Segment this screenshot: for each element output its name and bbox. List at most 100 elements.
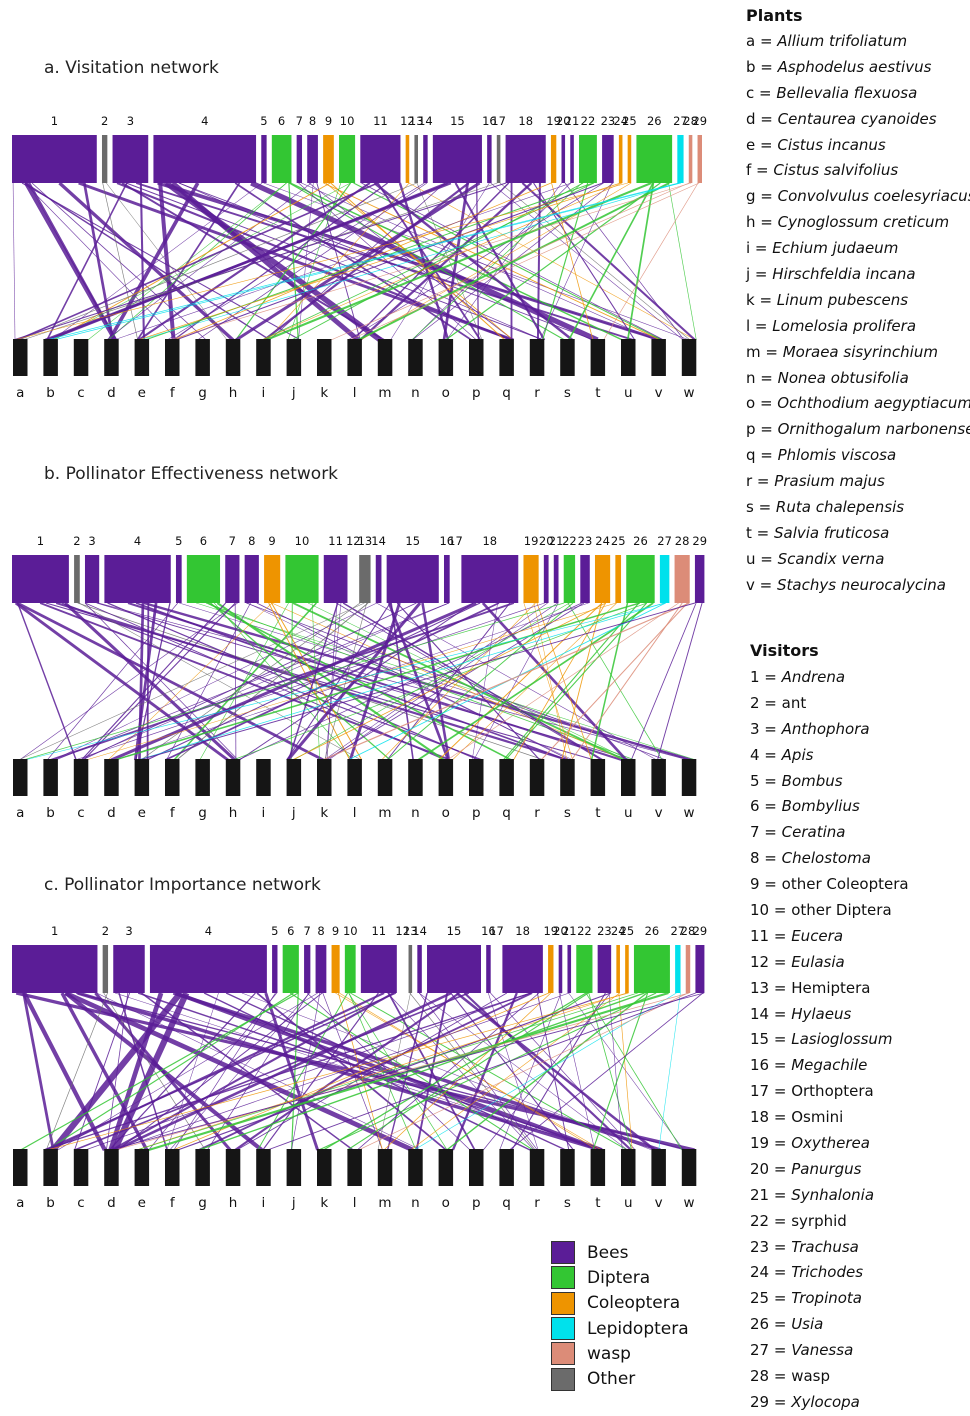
visitor-box (634, 945, 670, 993)
plant-label: s (564, 385, 571, 401)
name: Ceratina (777, 823, 846, 841)
interaction-link (235, 603, 236, 760)
code: 11 = (750, 927, 786, 945)
visitor-box (361, 945, 397, 993)
plant-bar (682, 339, 697, 376)
plant-label: t (595, 1195, 600, 1211)
plant-bar (195, 339, 210, 376)
plant-bar (469, 1149, 484, 1186)
code: m = (746, 343, 778, 361)
visitor-label: 13 (358, 534, 373, 548)
visitor-box (554, 555, 559, 603)
plant-bar (317, 339, 332, 376)
visitors-item: 10 = other Diptera (750, 898, 909, 924)
visitor-label: 26 (633, 534, 648, 548)
visitor-label: 11 (328, 534, 343, 548)
name: Ochthodium aegyptiacum (773, 394, 970, 412)
visitor-label: 5 (271, 924, 278, 938)
plant-label: v (655, 385, 663, 401)
plant-bar (165, 759, 180, 796)
code: 8 = (750, 849, 777, 867)
visitor-box (12, 135, 97, 183)
visitors-item: 8 = Chelostoma (750, 846, 909, 872)
visitors-item: 17 = Orthoptera (750, 1079, 909, 1105)
visitor-label: 14 (418, 114, 433, 128)
plant-bar (256, 1149, 271, 1186)
plant-bar (439, 339, 454, 376)
name: Panurgus (786, 1160, 861, 1178)
legend-item: Coleoptera (551, 1291, 689, 1316)
visitor-label: 1 (51, 114, 58, 128)
name: Echium judaeum (768, 239, 899, 257)
interaction-link (148, 603, 149, 760)
name: Lomelosia prolifera (768, 317, 917, 335)
plant-label: h (229, 385, 238, 401)
plant-bar (287, 759, 302, 796)
plant-label: k (320, 805, 328, 821)
name: Xylocopa (786, 1393, 859, 1411)
plant-label: r (534, 1195, 540, 1211)
plant-bar (408, 339, 423, 376)
code: j = (746, 265, 768, 283)
visitor-box (283, 945, 299, 993)
name: Osmini (786, 1108, 843, 1126)
visitor-box (376, 555, 382, 603)
plant-bar (195, 759, 210, 796)
visitor-box (675, 555, 690, 603)
plant-label: f (170, 1195, 176, 1211)
plant-label: a (16, 1195, 24, 1211)
name: Oxytherea (786, 1134, 870, 1152)
plant-bar (226, 1149, 241, 1186)
plant-bar (13, 339, 28, 376)
visitor-label: 27 (657, 534, 672, 548)
plant-label: v (655, 1195, 663, 1211)
interaction-link (109, 993, 704, 1150)
plant-bar (621, 1149, 636, 1186)
code: 6 = (750, 797, 777, 815)
visitor-label: 17 (491, 114, 506, 128)
plants-item: a = Allium trifoliatum (746, 29, 970, 55)
plant-label: u (624, 385, 633, 401)
visitor-box (487, 135, 491, 183)
plant-bar (408, 1149, 423, 1186)
visitor-label: 28 (675, 534, 690, 548)
code: k = (746, 291, 772, 309)
interaction-link (659, 993, 681, 1150)
visitor-box (324, 555, 348, 603)
code: 27 = (750, 1341, 786, 1359)
plants-item: b = Asphodelus aestivus (746, 55, 970, 81)
legend-label: Bees (587, 1243, 628, 1263)
name: Salvia fruticosa (769, 524, 889, 542)
name: Hemiptera (786, 979, 870, 997)
interaction-link (291, 993, 319, 1150)
code: 7 = (750, 823, 777, 841)
visitor-box (332, 945, 340, 993)
visitor-label: 25 (622, 114, 637, 128)
plant-bar (591, 759, 606, 796)
name: Cynoglossum creticum (773, 213, 949, 231)
visitor-box (339, 135, 355, 183)
visitors-item: 26 = Usia (750, 1312, 909, 1338)
visitors-item: 16 = Megachile (750, 1053, 909, 1079)
visitors-item: 4 = Apis (750, 743, 909, 769)
plant-label: p (472, 385, 481, 401)
code: 5 = (750, 772, 777, 790)
name: Usia (786, 1315, 823, 1333)
plants-item: o = Ochthodium aegyptiacum (746, 391, 970, 417)
visitor-box (595, 555, 610, 603)
plant-label: p (472, 1195, 481, 1211)
visitor-label: 18 (518, 114, 533, 128)
visitor-label: 22 (577, 924, 592, 938)
visitors-item: 2 = ant (750, 691, 909, 717)
interaction-link (84, 603, 236, 760)
name: Chelostoma (777, 849, 871, 867)
visitor-label: 8 (309, 114, 316, 128)
visitor-label: 9 (325, 114, 332, 128)
plant-label: n (411, 385, 420, 401)
legend-label: Lepidoptera (587, 1319, 689, 1339)
visitors-item: 19 = Oxytherea (750, 1131, 909, 1157)
visitor-label: 17 (448, 534, 463, 548)
visitor-box (486, 945, 490, 993)
visitor-box (615, 555, 621, 603)
plants-item: i = Echium judaeum (746, 236, 970, 262)
